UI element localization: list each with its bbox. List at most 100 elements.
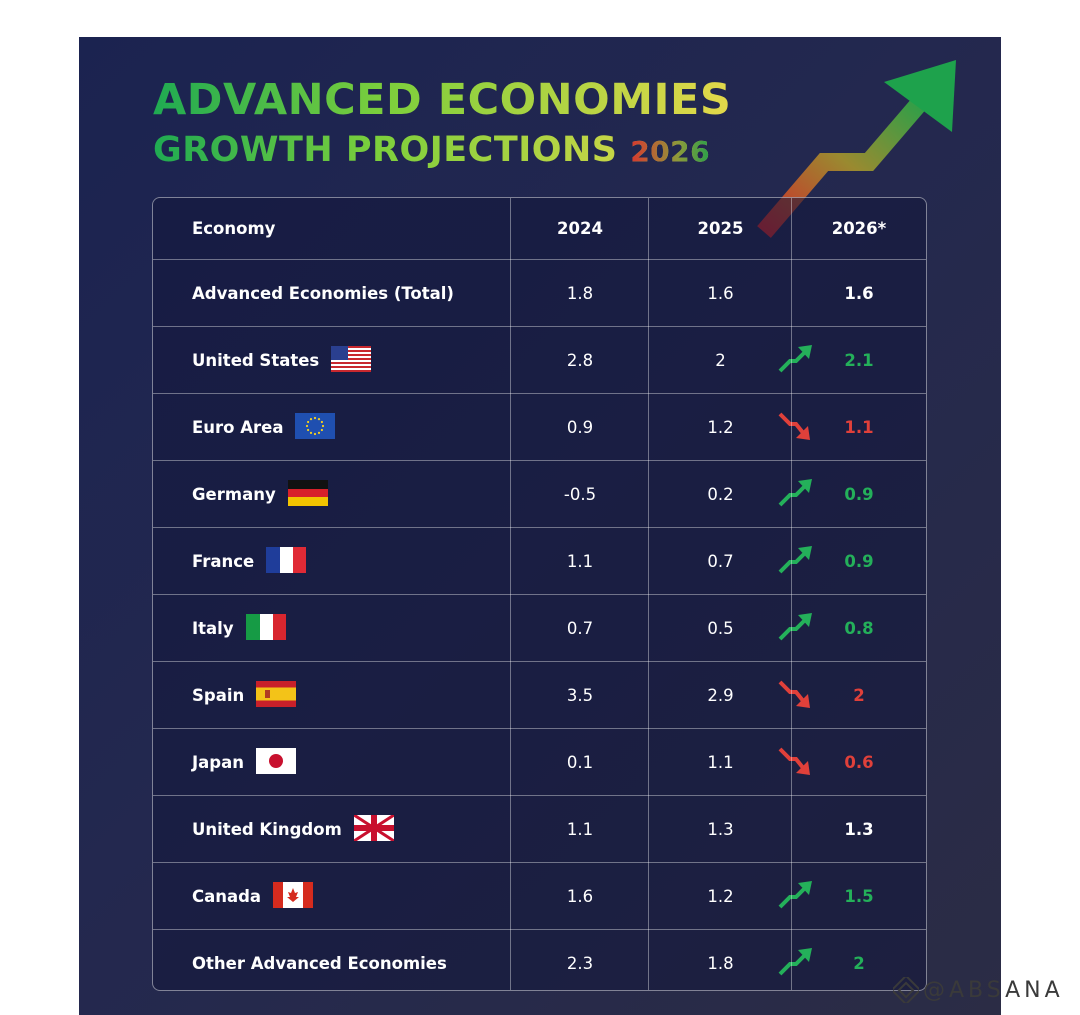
value-2025: 1.6 [707,284,734,303]
economy-name: Italy [192,619,234,638]
value-2026: 1.5 [844,887,874,906]
economy-name: United States [192,351,320,370]
value-2024: 0.1 [566,753,594,772]
canada-flag-icon [273,881,314,912]
table-row: Spain 3.5 2.9 2 [153,661,926,729]
trend-down-arrow-icon [776,410,814,446]
title-line-1: ADVANCED ECONOMIES [153,75,732,125]
table-row: United Kingdom 1.1 1.3 1.3 [153,795,926,863]
economy-name: Canada [192,887,262,906]
economy-name-cell: Other Advanced Economies [192,930,512,990]
value-2025: 1.3 [707,820,734,839]
value-2026: 0.6 [844,753,874,772]
table-row: Japan 0.1 1.1 0.6 [153,728,926,796]
trend-up-arrow-icon [776,343,814,379]
japan-flag-icon [255,747,296,778]
value-2026: 2 [853,954,865,973]
economy-name-cell: Italy [192,595,512,662]
value-2026: 2 [853,686,865,705]
title-year: 2026 [630,135,711,168]
trend-down-arrow-icon [776,745,814,781]
trend-up-arrow-icon [776,477,814,513]
eu-flag-icon [295,412,336,443]
table-row: Euro Area 0.9 1.2 1.1 [153,393,926,461]
title-line-2-text: GROWTH PROJECTIONS [153,130,618,170]
economy-name-cell: United States [192,327,512,394]
value-2026: 0.8 [844,619,874,638]
value-2025: 0.5 [707,619,734,638]
economy-name: Euro Area [192,418,284,437]
economy-name-cell: United Kingdom [192,796,512,863]
header-2025: 2025 [697,219,744,238]
trend-down-arrow-icon [776,678,814,714]
economy-name-cell: Euro Area [192,394,512,461]
diamond-logo-icon [893,977,919,1003]
trend-up-arrow-icon [776,611,814,647]
value-2024: 1.1 [566,552,594,571]
title-line-2: GROWTH PROJECTIONS 2026 [153,130,710,170]
table-row: France 1.1 0.7 0.9 [153,527,926,595]
economy-name: France [192,552,255,571]
table-row: Germany -0.5 0.2 0.9 [153,460,926,528]
economy-name-cell: Canada [192,863,512,930]
economy-name: Advanced Economies (Total) [192,284,454,303]
value-2024: 1.8 [566,284,594,303]
table-header-row: Economy 2024 2025 2026* [153,198,926,259]
growth-table: Economy 2024 2025 2026* Advanced Economi… [152,197,927,991]
us-flag-icon [331,345,372,376]
value-2025: 1.1 [707,753,734,772]
value-2025: 1.8 [707,954,734,973]
germany-flag-icon [287,479,328,510]
economy-name-cell: Japan [192,729,512,796]
header-2026: 2026* [831,219,887,238]
spain-flag-icon [256,680,297,711]
italy-flag-icon [245,613,286,644]
value-2024: 0.7 [566,619,594,638]
economy-name: Germany [192,485,276,504]
column-divider [510,198,511,990]
trend-up-arrow-icon [776,544,814,580]
table-row: Advanced Economies (Total) 1.8 1.6 1.6 [153,259,926,327]
value-2025: 0.2 [707,485,734,504]
value-2024: -0.5 [563,485,597,504]
value-2025: 2.9 [707,686,734,705]
value-2024: 0.9 [566,418,594,437]
economy-name: United Kingdom [192,820,342,839]
value-2024: 1.6 [566,887,594,906]
table-row: Canada 1.6 1.2 1.5 [153,862,926,930]
column-divider [791,198,792,990]
france-flag-icon [266,546,307,577]
table-row: United States 2.8 2 2.1 [153,326,926,394]
trend-up-arrow-icon [776,879,814,915]
uk-flag-icon [352,813,395,845]
value-2026: 1.3 [844,820,874,839]
value-2024: 2.3 [566,954,594,973]
column-divider [648,198,649,990]
economy-name-cell: Spain [192,662,512,729]
infographic-card: ADVANCED ECONOMIES GROWTH PROJECTIONS 20… [79,37,1001,1015]
economy-name-cell: Germany [192,461,512,528]
table-row: Italy 0.7 0.5 0.8 [153,594,926,662]
value-2025: 1.2 [707,418,734,437]
economy-name: Other Advanced Economies [192,954,447,973]
value-2024: 2.8 [566,351,594,370]
value-2026: 0.9 [844,485,874,504]
value-2026: 1.6 [844,284,874,303]
value-2026: 0.9 [844,552,874,571]
header-2024: 2024 [557,219,603,238]
watermark: @ABSANA [893,977,1064,1003]
economy-name: Japan [192,753,244,772]
value-2025: 1.2 [707,887,734,906]
economy-name-cell: Advanced Economies (Total) [192,260,512,327]
economy-name: Spain [192,686,245,705]
trend-up-arrow-icon [776,946,814,982]
value-2024: 1.1 [566,820,594,839]
value-2025: 0.7 [707,552,734,571]
value-2026: 2.1 [844,351,874,370]
value-2025: 2 [715,351,726,370]
watermark-text: @ABSANA [923,977,1064,1003]
header-economy: Economy [192,219,276,238]
value-2026: 1.1 [844,418,874,437]
value-2024: 3.5 [566,686,594,705]
economy-name-cell: France [192,528,512,595]
